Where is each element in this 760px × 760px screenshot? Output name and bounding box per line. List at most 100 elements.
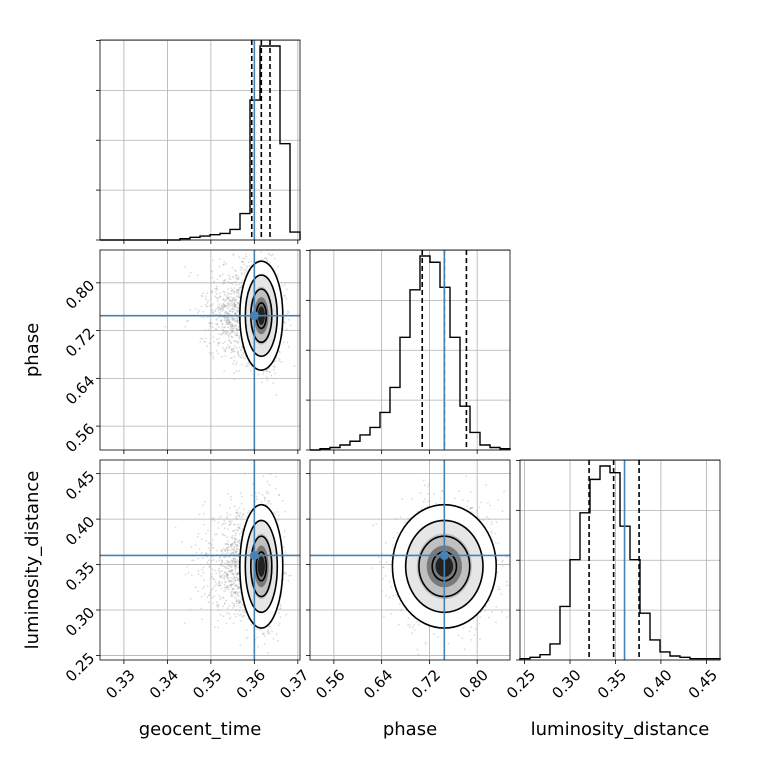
sample-point	[237, 302, 239, 304]
sample-point	[230, 342, 232, 344]
sample-point	[214, 290, 217, 293]
sample-point	[224, 543, 227, 545]
sample-point	[236, 571, 239, 574]
sample-point	[232, 583, 235, 585]
sample-point	[228, 570, 231, 572]
sample-point	[212, 259, 214, 262]
sample-point	[273, 365, 276, 368]
sample-point	[234, 593, 237, 596]
sample-point	[235, 561, 238, 564]
sample-point	[233, 308, 236, 311]
sample-point	[275, 487, 277, 490]
sample-point	[222, 615, 225, 618]
sample-point	[240, 285, 243, 288]
sample-point	[227, 312, 230, 315]
sample-point	[217, 352, 220, 355]
sample-point	[232, 588, 235, 590]
sample-point	[233, 537, 236, 539]
sample-point	[219, 576, 221, 578]
sample-point	[236, 331, 239, 333]
sample-point	[230, 498, 233, 501]
sample-point	[226, 571, 228, 574]
sample-point	[206, 316, 209, 318]
sample-point	[268, 625, 271, 628]
sample-point	[200, 595, 203, 598]
sample-point	[232, 303, 234, 306]
sample-point	[264, 497, 266, 500]
sample-point	[224, 534, 227, 537]
sample-point	[242, 353, 245, 355]
sample-point	[225, 517, 228, 520]
sample-point	[190, 574, 193, 576]
sample-point	[233, 327, 235, 330]
sample-point	[247, 261, 250, 263]
sample-point	[221, 329, 224, 332]
sample-point	[230, 336, 233, 339]
sample-point	[230, 325, 233, 328]
sample-point	[235, 340, 237, 342]
sample-point	[239, 512, 242, 514]
sample-point	[242, 513, 245, 516]
sample-point	[237, 561, 239, 563]
sample-point	[232, 587, 234, 590]
sample-point	[232, 289, 234, 291]
sample-point	[211, 539, 214, 541]
sample-point	[227, 562, 229, 565]
sample-point	[282, 546, 285, 549]
sample-point	[229, 309, 231, 312]
sample-point	[226, 311, 228, 314]
sample-point	[229, 278, 232, 281]
sample-point	[224, 304, 226, 307]
sample-point	[217, 341, 220, 344]
sample-point	[224, 350, 227, 353]
sample-point	[235, 584, 237, 586]
sample-point	[235, 284, 238, 286]
sample-point	[274, 372, 276, 375]
sample-point	[237, 307, 240, 309]
sample-point	[237, 302, 240, 305]
sample-point	[228, 303, 230, 306]
sample-point	[234, 579, 237, 582]
sample-point	[283, 284, 286, 286]
sample-point	[217, 298, 220, 300]
sample-point	[215, 328, 218, 331]
sample-point	[241, 528, 244, 531]
sample-point	[237, 340, 240, 343]
sample-point	[223, 304, 226, 307]
sample-point	[228, 617, 231, 620]
sample-point	[233, 553, 236, 556]
sample-point	[223, 330, 225, 333]
sample-point	[223, 326, 226, 329]
sample-point	[235, 361, 238, 364]
sample-point	[217, 609, 220, 611]
sample-point	[263, 499, 266, 502]
sample-point	[237, 309, 240, 312]
sample-point	[269, 262, 271, 265]
sample-point	[213, 280, 216, 283]
sample-point	[227, 296, 229, 299]
sample-point	[216, 323, 219, 325]
sample-point	[284, 322, 287, 325]
sample-point	[194, 544, 197, 546]
sample-point	[212, 355, 215, 358]
sample-point	[223, 578, 226, 580]
sample-point	[216, 317, 219, 320]
sample-point	[233, 345, 236, 348]
sample-point	[234, 534, 237, 537]
sample-point	[290, 574, 292, 577]
sample-point	[238, 602, 241, 604]
sample-point	[227, 568, 230, 570]
sample-point	[197, 573, 200, 575]
sample-point	[226, 585, 228, 587]
sample-point	[221, 333, 223, 335]
sample-point	[237, 354, 240, 357]
sample-point	[235, 602, 238, 605]
sample-point	[239, 599, 241, 602]
sample-point	[263, 635, 266, 637]
sample-point	[211, 519, 214, 521]
sample-point	[231, 564, 233, 567]
sample-point	[211, 291, 213, 294]
sample-point	[224, 562, 227, 565]
sample-point	[227, 585, 230, 588]
sample-point	[273, 511, 275, 514]
